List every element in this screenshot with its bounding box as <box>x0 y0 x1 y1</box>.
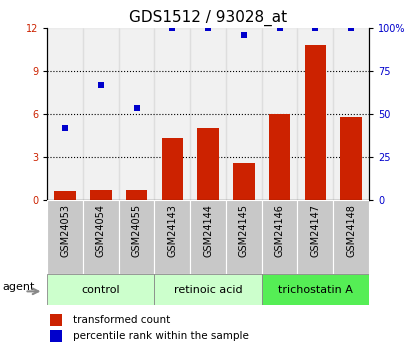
Point <box>204 25 211 30</box>
Bar <box>154 28 190 200</box>
Point <box>133 105 139 111</box>
Bar <box>268 114 290 200</box>
Bar <box>333 28 368 200</box>
Bar <box>339 117 361 200</box>
Bar <box>233 163 254 200</box>
Bar <box>118 28 154 200</box>
Bar <box>90 190 111 200</box>
Point <box>276 25 282 30</box>
Bar <box>50 314 62 326</box>
Text: GSM24145: GSM24145 <box>238 204 248 257</box>
Bar <box>225 28 261 200</box>
Text: GSM24055: GSM24055 <box>131 204 141 257</box>
Bar <box>190 200 225 274</box>
Bar <box>197 128 218 200</box>
Text: percentile rank within the sample: percentile rank within the sample <box>73 332 248 341</box>
Bar <box>261 28 297 200</box>
Bar <box>154 200 190 274</box>
Bar <box>118 200 154 274</box>
Bar <box>225 200 261 274</box>
Bar <box>333 200 368 274</box>
Text: GSM24146: GSM24146 <box>274 204 284 257</box>
Point <box>240 32 247 38</box>
Text: trichostatin A: trichostatin A <box>277 285 352 295</box>
Bar <box>161 138 182 200</box>
Text: transformed count: transformed count <box>73 315 170 325</box>
Point <box>311 25 318 30</box>
Text: retinoic acid: retinoic acid <box>173 285 242 295</box>
Bar <box>261 200 297 274</box>
Title: GDS1512 / 93028_at: GDS1512 / 93028_at <box>129 10 286 26</box>
Text: GSM24144: GSM24144 <box>202 204 213 257</box>
Bar <box>50 330 62 342</box>
Text: GSM24143: GSM24143 <box>167 204 177 257</box>
Text: GSM24148: GSM24148 <box>345 204 355 257</box>
Point <box>97 82 104 88</box>
Bar <box>297 200 333 274</box>
Point <box>169 25 175 30</box>
Bar <box>261 274 368 305</box>
Bar <box>297 28 333 200</box>
Text: control: control <box>81 285 120 295</box>
Bar <box>83 28 118 200</box>
Bar <box>54 191 76 200</box>
Text: GSM24054: GSM24054 <box>96 204 106 257</box>
Bar <box>126 190 147 200</box>
Text: GSM24053: GSM24053 <box>60 204 70 257</box>
Bar <box>47 274 154 305</box>
Point <box>347 25 353 30</box>
Bar <box>190 28 225 200</box>
Text: GSM24147: GSM24147 <box>310 204 319 257</box>
Text: agent: agent <box>2 282 35 292</box>
Bar <box>47 28 83 200</box>
Bar <box>83 200 118 274</box>
Bar <box>304 45 325 200</box>
Bar <box>47 200 83 274</box>
Bar <box>154 274 261 305</box>
Point <box>62 126 68 131</box>
